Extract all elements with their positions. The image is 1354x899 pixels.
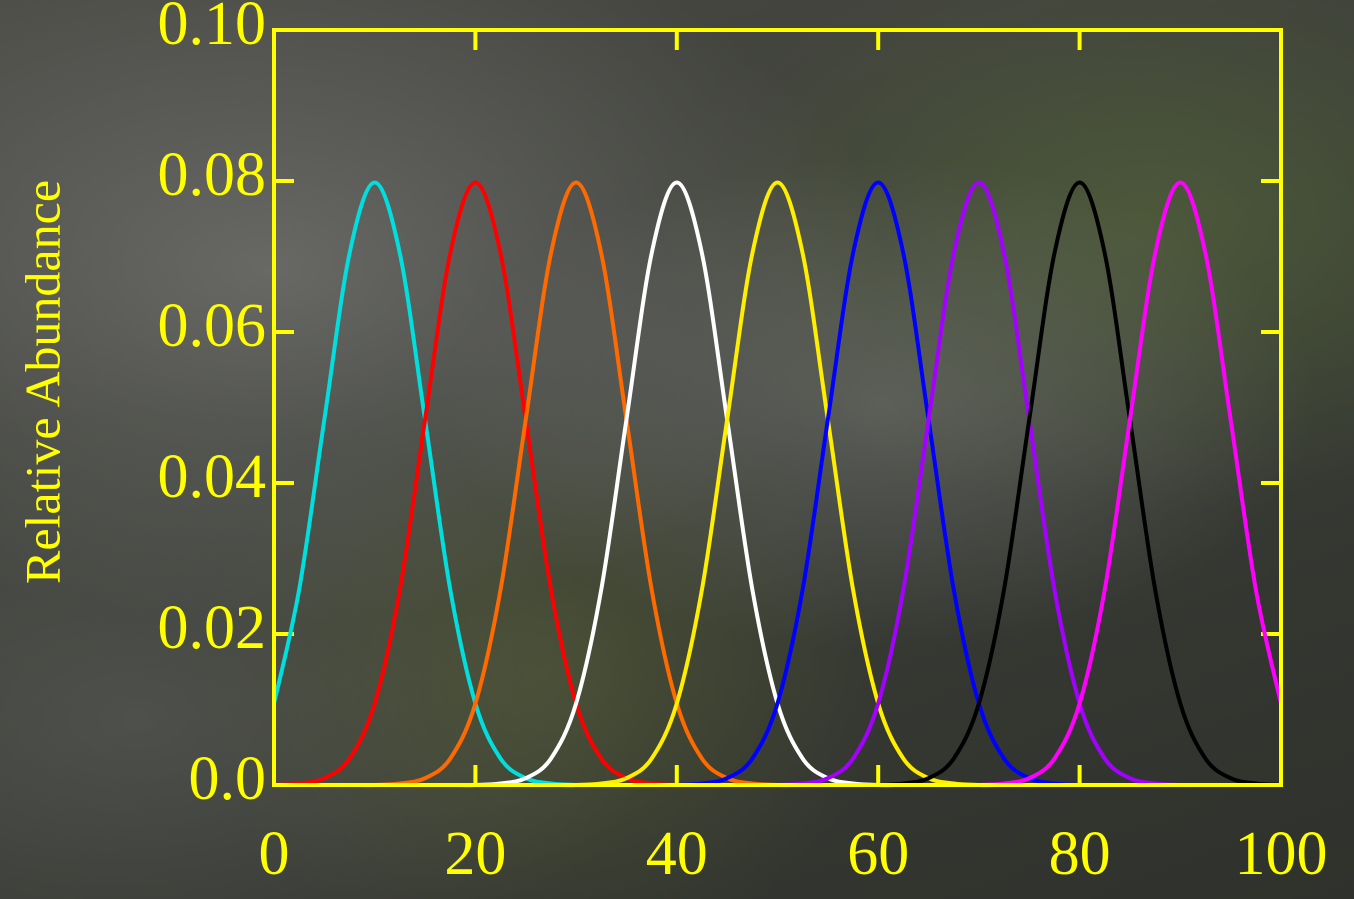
x-tick-label: 100 [1235, 820, 1328, 888]
y-axis-label: Relative Abundance [14, 180, 70, 584]
series-line [274, 183, 1281, 786]
x-tick-label: 0 [259, 820, 290, 888]
x-tick-label: 80 [1049, 820, 1111, 888]
y-tick-label: 0.10 [158, 0, 267, 58]
page: Relative Abundance 0.0 0.02 0.04 0.06 0.08 0.… [0, 0, 1354, 899]
series-line [274, 183, 1281, 786]
series-line [274, 183, 1281, 786]
x-tick-label: 40 [646, 820, 708, 888]
x-tick-label: 60 [847, 820, 909, 888]
y-tick-label: 0.02 [158, 594, 267, 662]
y-tick-label: 0.04 [158, 443, 267, 511]
y-tick-label: 0.08 [158, 141, 267, 209]
series-line [274, 183, 1281, 786]
series-line [274, 183, 1281, 786]
series-line [274, 183, 1281, 786]
x-tick-label: 20 [444, 820, 506, 888]
series-line [274, 183, 1281, 786]
y-tick-label: 0.06 [158, 292, 267, 360]
series-line [274, 183, 1281, 786]
y-tick-label: 0.0 [189, 745, 267, 813]
chart: Relative Abundance 0.0 0.02 0.04 0.06 0.08 0.… [0, 0, 1354, 899]
series-line [274, 183, 1281, 786]
